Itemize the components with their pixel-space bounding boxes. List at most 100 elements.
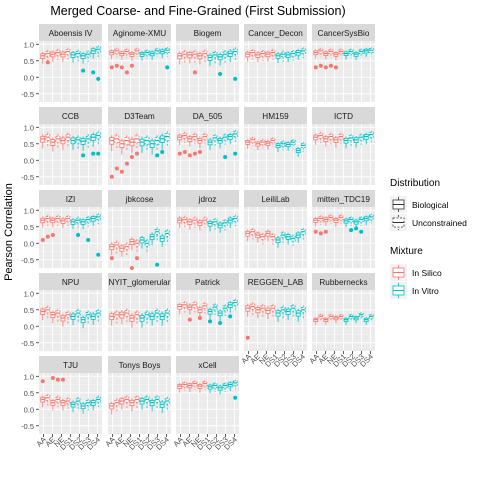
- y-tick-label: 0.0: [24, 322, 34, 331]
- facet-panel: D3Team: [108, 107, 171, 185]
- outlier-point: [318, 63, 323, 68]
- facet-panel: CCB 1.0 0.5 0.0 -0.5: [21, 107, 102, 185]
- facet-strip: [108, 190, 171, 207]
- y-axis-title: Pearson Correlation: [3, 183, 15, 281]
- legend-title: Mixture: [390, 246, 423, 257]
- outlier-point: [96, 151, 101, 156]
- facet-label: xCell: [198, 361, 216, 370]
- outlier-point: [86, 237, 91, 242]
- facet-strip: [244, 24, 307, 41]
- facet-grid: Aboensis IV 1.0 0.5 0.0 -0.5 Aginome-XMU Bioge…: [21, 24, 375, 452]
- legend-label: Biological: [412, 200, 448, 210]
- outlier-point: [109, 174, 114, 179]
- outlier-point: [91, 70, 96, 75]
- outlier-point: [233, 76, 238, 81]
- outlier-point: [76, 233, 81, 238]
- facet-strip: [176, 24, 239, 41]
- outlier-point: [60, 377, 65, 382]
- y-tick-label: 0.5: [24, 223, 34, 232]
- outlier-point: [349, 228, 354, 233]
- facet-label: Cancer_Decon: [248, 29, 303, 38]
- facet-label: Biogem: [194, 29, 222, 38]
- facet-label: mitten_TDC19: [317, 195, 370, 204]
- outlier-point: [114, 63, 119, 68]
- outlier-point: [197, 316, 202, 321]
- outlier-point: [124, 161, 129, 166]
- outlier-point: [129, 266, 134, 270]
- facet-strip: [312, 107, 375, 124]
- facet-strip: [108, 273, 171, 290]
- facet-label: jdroz: [198, 195, 217, 204]
- facet-panel: Aboensis IV 1.0 0.5 0.0 -0.5: [21, 24, 102, 102]
- facet-label: jbkcose: [125, 195, 154, 204]
- facet-label: NPU: [62, 278, 79, 287]
- facet-panel: LeiliLab: [244, 190, 307, 268]
- facet-label: IZI: [66, 195, 76, 204]
- legend: Distribution Biological Unconstrained Mixtu…: [390, 178, 467, 299]
- outlier-point: [208, 319, 213, 324]
- outlier-point: [155, 153, 160, 158]
- y-tick-label: 1.0: [24, 40, 34, 49]
- outlier-point: [323, 65, 328, 70]
- outlier-point: [197, 150, 202, 155]
- facet-label: LeiliLab: [261, 195, 290, 204]
- outlier-point: [40, 237, 45, 242]
- facet-panel: IZI 1.0 0.5 0.0 -0.5: [21, 190, 102, 268]
- facet-strip: [39, 107, 102, 124]
- outlier-point: [218, 71, 223, 76]
- facet-panel: Cancer_Decon: [244, 24, 307, 102]
- facet-panel: HM159: [244, 107, 307, 185]
- y-tick-label: 1.0: [24, 289, 34, 298]
- outlier-point: [160, 150, 165, 155]
- facet-label: TJU: [63, 361, 78, 370]
- outlier-point: [124, 70, 129, 75]
- outlier-point: [109, 256, 114, 261]
- facet-label: ICTD: [334, 112, 353, 121]
- legend-label: In Vitro: [412, 286, 439, 296]
- facet-panel: NYIT_glomerular: [108, 273, 171, 351]
- outlier-point: [192, 70, 197, 75]
- legend-group: Mixture In Silico In Vitro: [390, 246, 442, 299]
- y-tick-label: -0.5: [21, 256, 34, 265]
- legend-label: In Silico: [412, 268, 442, 278]
- facet-panel: CancerSysBio: [312, 24, 375, 102]
- outlier-point: [187, 153, 192, 158]
- outlier-point: [333, 65, 338, 70]
- facet-label: D3Team: [124, 112, 155, 121]
- facet-strip: [312, 24, 375, 41]
- outlier-point: [354, 226, 359, 231]
- outlier-point: [96, 76, 101, 81]
- outlier-point: [81, 153, 86, 158]
- facet-strip: [244, 107, 307, 124]
- y-tick-label: 1.0: [24, 372, 34, 381]
- facet-strip: [176, 356, 239, 373]
- facet-panel: Aginome-XMU: [108, 24, 171, 102]
- facet-strip: [312, 190, 375, 207]
- outlier-point: [91, 151, 96, 156]
- outlier-point: [119, 65, 124, 70]
- facet-strip: [312, 273, 375, 290]
- chart-title: Merged Coarse- and Fine-Grained (First S…: [50, 4, 345, 18]
- y-tick-label: -0.5: [21, 90, 34, 99]
- outlier-point: [129, 63, 134, 68]
- facet-strip: [176, 107, 239, 124]
- facet-label: REGGEN_LAB: [248, 278, 304, 287]
- outlier-point: [318, 231, 323, 236]
- outlier-point: [223, 154, 228, 159]
- facet-strip: [39, 190, 102, 207]
- facet-panel: NPU 1.0 0.5 0.0 -0.5: [21, 273, 102, 351]
- y-tick-label: 1.0: [24, 206, 34, 215]
- outlier-point: [129, 154, 134, 159]
- y-tick-label: -0.5: [21, 173, 34, 182]
- facet-label: NYIT_glomerular: [109, 278, 171, 287]
- facet-panel: Patrick: [176, 273, 239, 351]
- facet-strip: [39, 356, 102, 373]
- facet-label: Aginome-XMU: [113, 29, 166, 38]
- y-tick-label: 0.5: [24, 306, 34, 315]
- y-tick-label: 0.0: [24, 156, 34, 165]
- outlier-point: [55, 377, 60, 382]
